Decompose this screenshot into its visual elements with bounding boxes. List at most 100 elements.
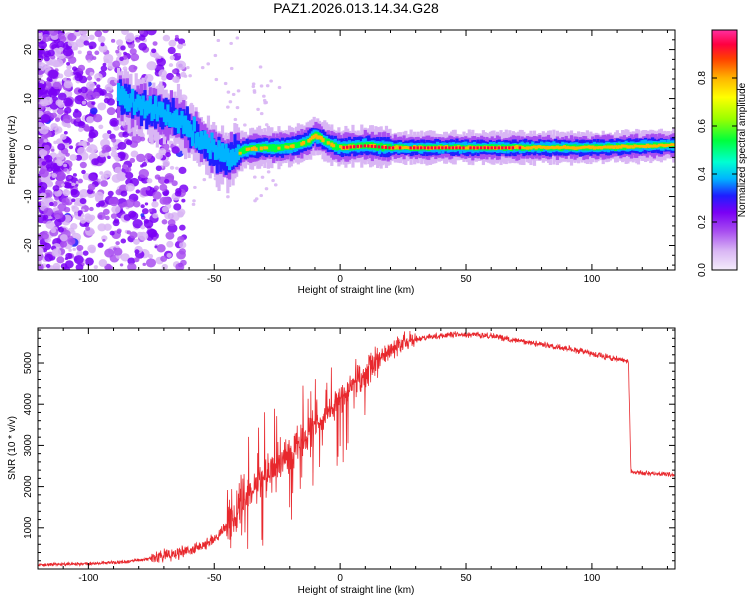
spectrogram-ridge-cell [460, 146, 464, 150]
spectrogram-noise-blob [90, 107, 98, 115]
spectrogram-noise-blob [152, 236, 157, 241]
colorbar-gradient [712, 30, 737, 270]
spectrogram-noise-blob [168, 39, 177, 47]
spectrogram-ridge-cell [287, 143, 292, 150]
spectrogram-noise-blob [145, 258, 157, 268]
spectrogram-noise-blob [128, 64, 137, 73]
spectrogram-ridge-cell [598, 145, 602, 149]
spectrogram-noise-blob [70, 230, 76, 235]
y-tick-label: 3000 [23, 434, 34, 457]
spectrogram-ridge-cell [404, 145, 408, 149]
spectrogram-ridge-cell [457, 145, 461, 149]
spectrogram-noise-blob [202, 177, 207, 182]
spectrogram-ridge-cell [575, 146, 579, 150]
spectrogram-noise-blob [114, 166, 122, 174]
spectrogram-noise-blob [68, 248, 72, 252]
spectrogram-noise-blob [173, 203, 182, 211]
spectrogram-noise-blob [162, 160, 170, 167]
spectrogram-noise-blob [162, 34, 171, 42]
spectrogram-ridge-cell [522, 146, 526, 150]
spectrogram-ridge-cell [314, 133, 318, 138]
spectrogram-noise-blob [121, 30, 129, 36]
spectrogram-noise-blob [153, 185, 160, 191]
spectrogram-ridge-cell [536, 145, 540, 148]
spectrogram-noise-blob [56, 138, 64, 145]
spectrogram-noise-blob [181, 198, 186, 203]
spectrogram-noise-blob [74, 30, 80, 33]
spectrogram-noise-blob [159, 183, 168, 192]
spectrogram-noise-blob [176, 250, 186, 260]
spectrogram-ridge-cell [196, 132, 200, 147]
y-tick-label: 4000 [23, 393, 34, 416]
spectrogram-noise-blob [98, 259, 108, 267]
spectrogram-ridge-cell [310, 135, 315, 140]
spectrogram-noise-blob [79, 218, 87, 224]
spectrogram-ridge-cell [670, 143, 674, 146]
spectrogram-noise-blob [152, 41, 158, 46]
x-tick-label: 0 [337, 274, 343, 285]
spectrogram-ridge-cell [578, 146, 582, 150]
spectrogram-ridge-cell [145, 103, 149, 130]
spectrogram-noise-blob [178, 166, 187, 175]
spectrogram-ridge-core [377, 145, 381, 149]
spectrogram-noise-blob [59, 133, 67, 140]
spectrogram-noise-blob [271, 178, 275, 183]
spectrogram-noise-blob [63, 168, 68, 172]
spectrogram-ridge-core [356, 144, 359, 148]
spectrogram-noise-blob [70, 188, 78, 196]
spectrogram-ridge-cell [407, 146, 411, 150]
spectrogram-ridge-cell [650, 145, 655, 148]
spectrogram-ridge-cell [161, 107, 165, 130]
spectrogram-ridge-cell [414, 146, 419, 150]
spectrogram-noise-blob [57, 92, 67, 101]
spectrogram-ridge-cell [282, 144, 286, 150]
spectrogram-noise-blob [259, 193, 264, 198]
spectrogram-noise-blob [62, 47, 73, 57]
spectrogram-ridge-cell [328, 140, 332, 146]
spectrogram-noise-blob [87, 244, 96, 253]
spectrogram-ridge-cell [303, 139, 307, 147]
spectrogram-ridge-cell [529, 146, 533, 150]
spectrogram-ridge-cell [323, 137, 327, 145]
colorbar-tick-label: 0.4 [697, 167, 708, 181]
spectrogram-noise-blob [61, 183, 65, 187]
spectrogram-noise-blob [177, 52, 181, 57]
spectrogram-noise-blob [43, 144, 50, 151]
spectrogram-noise-blob [67, 32, 77, 42]
spectrogram-noise-blob [146, 178, 153, 184]
spectrogram-ridge-cell [324, 139, 329, 146]
spectrogram-noise-blob [82, 34, 87, 38]
spectrogram-noise-blob [254, 197, 259, 201]
spectrogram-ridge-cell [677, 144, 680, 147]
spectrogram-ridge-cell [677, 136, 680, 156]
spectrogram-noise-blob [188, 74, 192, 78]
spectrogram-ridge-cell [485, 145, 489, 150]
spectrogram-noise-blob [68, 175, 72, 180]
spectrogram-ridge-core [476, 146, 479, 150]
spectrogram-noise-blob [57, 143, 66, 151]
spectrogram-noise-blob [77, 50, 82, 55]
spectrogram-ridge-cell [628, 145, 632, 149]
spectrogram-noise-blob [94, 50, 100, 56]
spectrogram-ridge-cell [319, 135, 323, 140]
spectrogram-noise-blob [177, 236, 185, 243]
spectrogram-noise-blob [83, 40, 90, 46]
spectrogram-noise-blob [55, 99, 63, 106]
spectrogram-noise-blob [97, 212, 106, 220]
y-tick-label: -10 [23, 189, 34, 204]
spectrogram-noise-blob [158, 69, 167, 78]
spectrogram-noise-blob [72, 110, 82, 119]
spectrogram-ridge-cell [591, 145, 595, 149]
spectrogram-ridge-core [345, 145, 349, 149]
spectrogram-noise-blob [77, 64, 86, 72]
spectrogram-noise-blob [125, 183, 135, 192]
spectrogram-ridge-cell [517, 146, 521, 150]
spectrogram-ridge-cell [236, 144, 241, 161]
spectrogram-ridge-cell [666, 143, 671, 147]
spectrogram-ridge-cell [642, 144, 646, 149]
snr-panel: -100 -50 0 50 100 1000 2000 3000 4000 5000 Height… [7, 327, 676, 596]
spectrogram-ridge-core [430, 146, 433, 150]
spectrogram-ridge-cell [213, 145, 218, 160]
spectrogram-noise-blob [164, 178, 170, 184]
spectrogram-noise-blob [140, 204, 145, 209]
